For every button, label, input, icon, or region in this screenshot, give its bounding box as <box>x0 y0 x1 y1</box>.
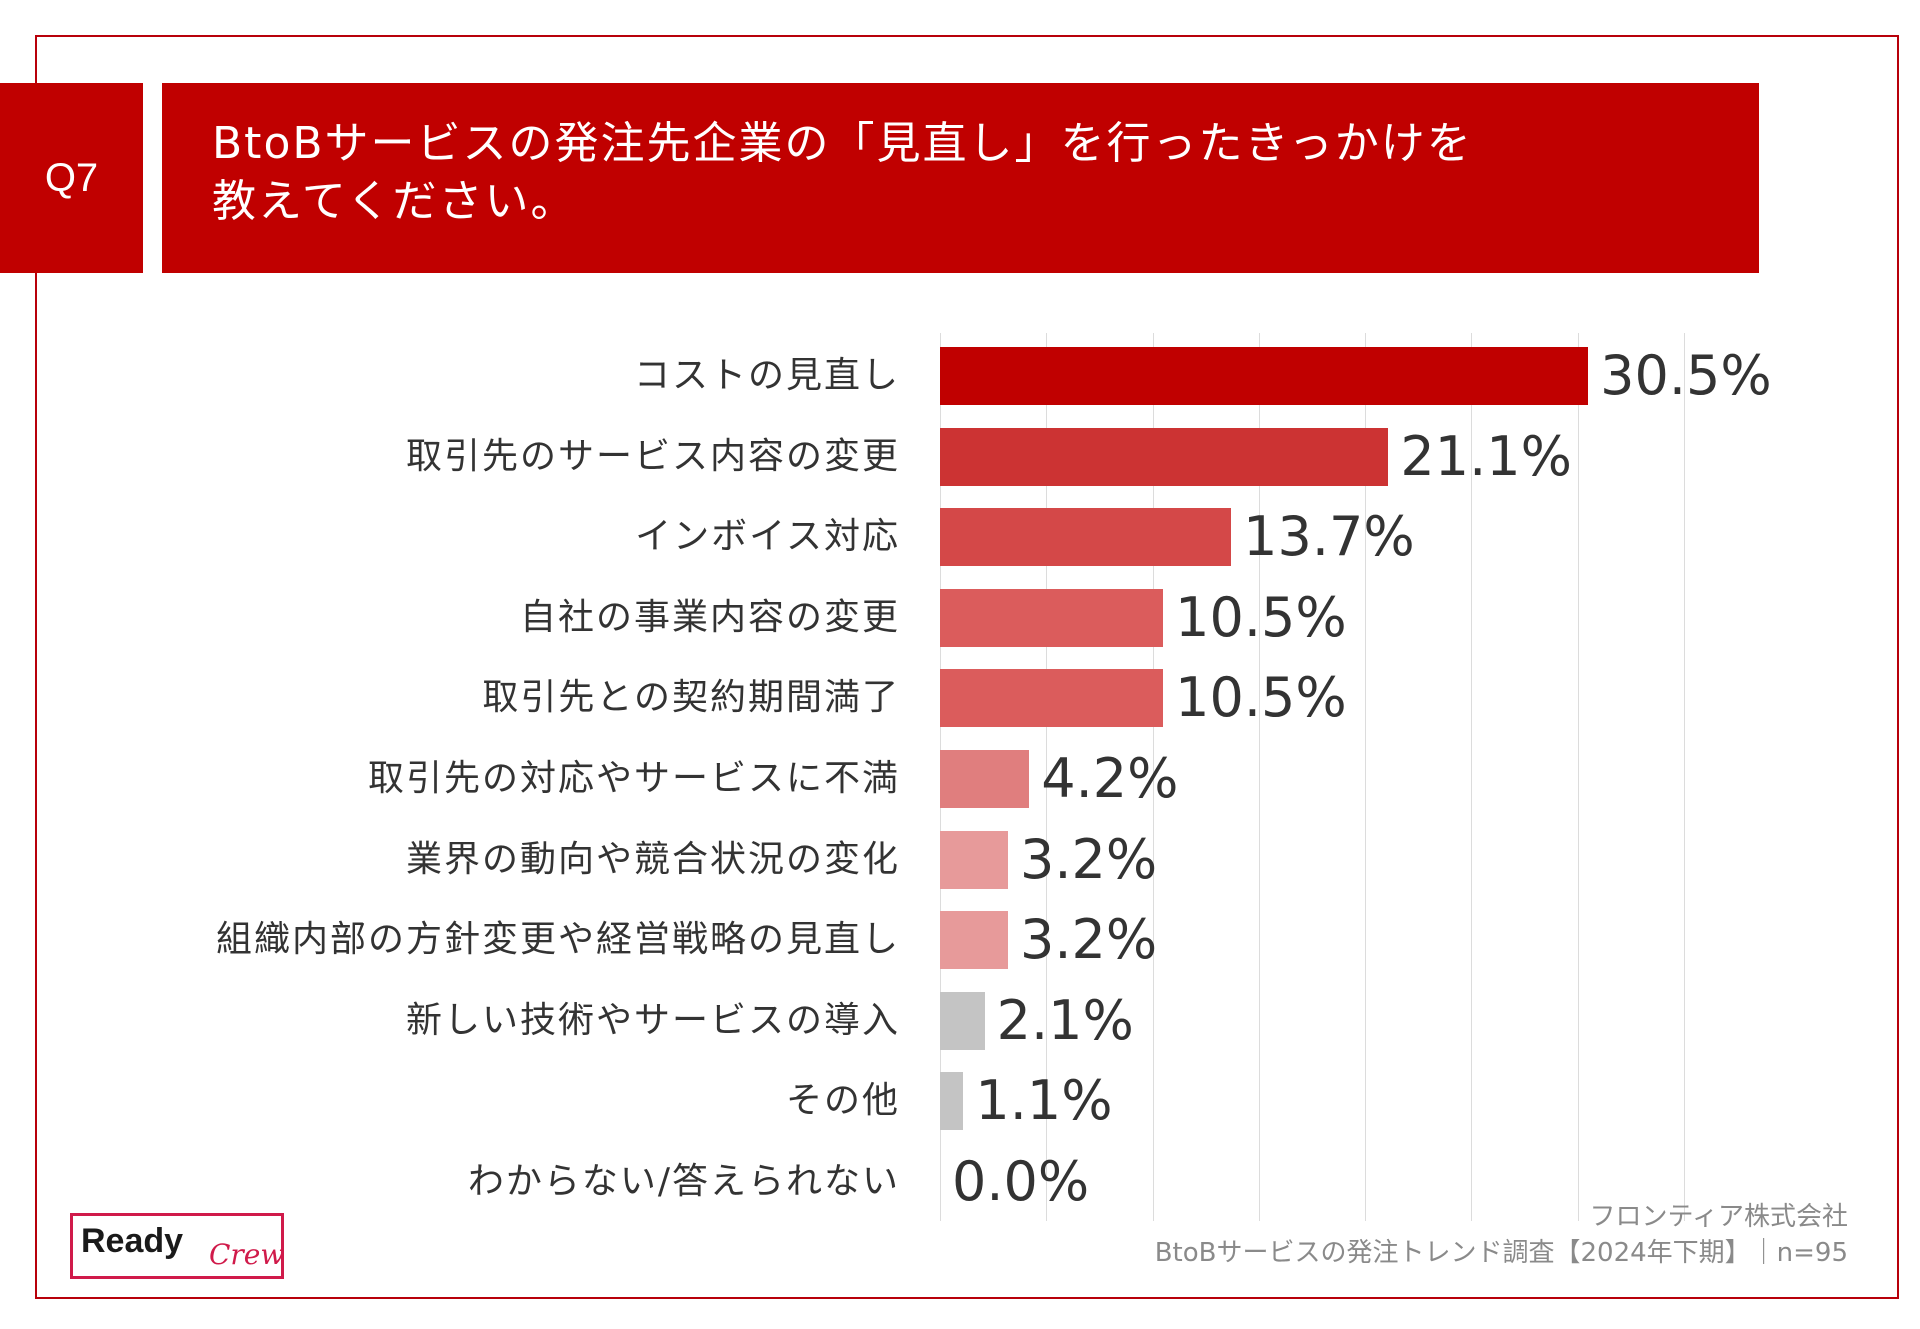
category-label: 取引先との契約期間満了 <box>482 677 900 719</box>
bar <box>940 427 1389 486</box>
bar <box>940 588 1164 647</box>
readycrew-logo: Ready Crew <box>70 1213 284 1279</box>
category-label: 取引先の対応やサービスに不満 <box>367 758 900 799</box>
bar <box>940 991 985 1050</box>
category-label: 取引先のサービス内容の変更 <box>405 435 900 477</box>
source-survey: BtoBサービスの発注トレンド調査【2024年下期】｜n=95 <box>1154 1238 1848 1268</box>
category-label: 組織内部の方針変更や経営戦略の見直し <box>215 919 900 961</box>
value-label: 30.5% <box>1600 344 1772 407</box>
value-label: 0.0% <box>952 1150 1090 1213</box>
category-label: インボイス対応 <box>635 516 900 558</box>
value-label: 4.2% <box>1041 747 1179 810</box>
value-label: 10.5% <box>1175 666 1347 730</box>
bar <box>940 830 1008 889</box>
gridline <box>1046 333 1048 1221</box>
gridline <box>1683 333 1685 1221</box>
bar <box>940 347 1589 405</box>
value-label: 21.1% <box>1400 424 1572 488</box>
value-label: 3.2% <box>1020 908 1158 972</box>
gridline <box>1365 333 1366 1221</box>
question-number-badge: Q7 <box>0 83 143 273</box>
question-number: Q7 <box>44 155 99 200</box>
category-label: わからない/答えられない <box>467 1161 900 1202</box>
question-title-line2: 教えてください。 <box>212 176 577 227</box>
bar <box>940 1072 964 1131</box>
bar <box>940 508 1232 567</box>
gridline <box>1577 333 1579 1221</box>
category-label: 自社の事業内容の変更 <box>519 596 900 638</box>
logo-text-crew: Crew <box>209 1238 285 1271</box>
question-title-banner: BtoBサービスの発注先企業の「見直し」を行ったきっかけを 教えてください。 <box>162 83 1759 273</box>
bar <box>940 911 1008 970</box>
category-label: 新しい技術やサービスの導入 <box>405 999 900 1041</box>
category-label: 業界の動向や競合状況の変化 <box>405 838 900 880</box>
category-label: コストの見直し <box>633 355 900 396</box>
category-label: その他 <box>785 1080 900 1122</box>
source-company: フロンティア株式会社 <box>1589 1202 1848 1232</box>
bar <box>940 750 1030 808</box>
gridline <box>1152 333 1154 1221</box>
gridline <box>1258 333 1260 1221</box>
value-label: 1.1% <box>975 1069 1113 1133</box>
value-label: 2.1% <box>996 988 1134 1052</box>
value-label: 3.2% <box>1020 827 1158 891</box>
gridline <box>1471 333 1473 1221</box>
value-label: 10.5% <box>1175 585 1347 649</box>
question-title-line1: BtoBサービスの発注先企業の「見直し」を行ったきっかけを <box>212 118 1473 169</box>
outer-frame <box>35 35 1899 1299</box>
value-label: 13.7% <box>1243 505 1415 569</box>
bar <box>940 669 1164 728</box>
logo-text-ready: Ready <box>81 1222 184 1260</box>
